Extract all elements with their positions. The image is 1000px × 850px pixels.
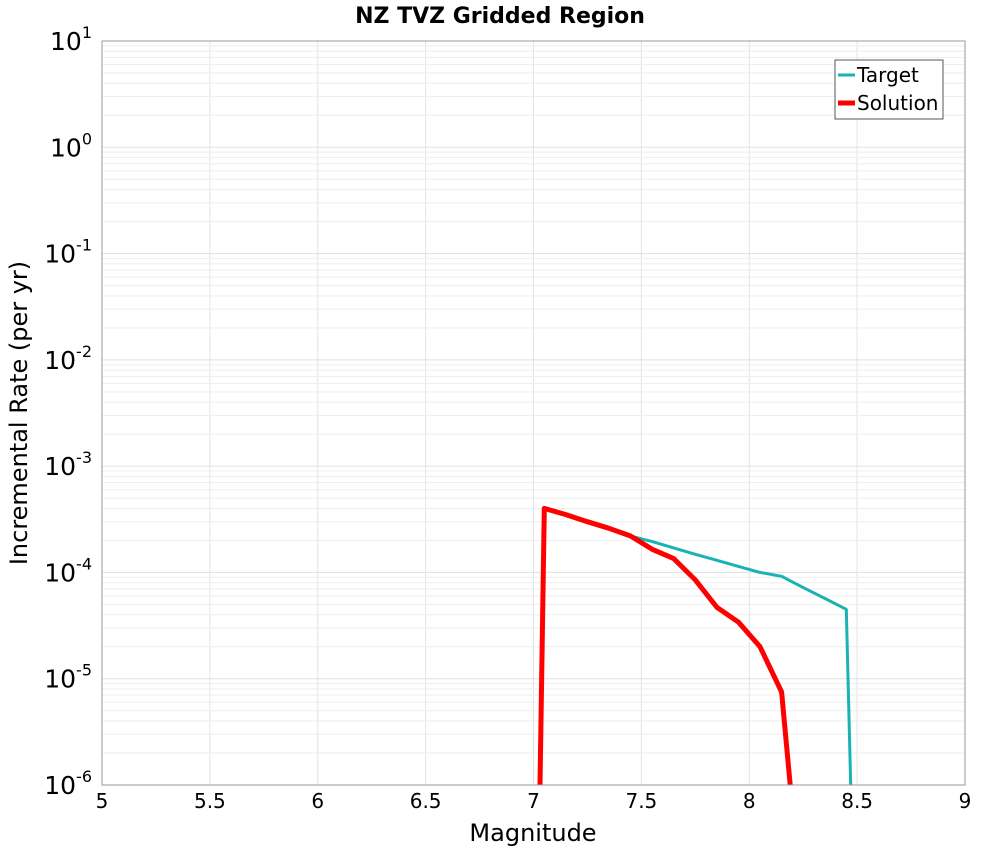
x-tick-label: 7.5 [625, 789, 657, 813]
legend-label-solution: Solution [857, 91, 938, 115]
legend: Target Solution [834, 59, 944, 120]
x-tick-label: 5 [96, 789, 109, 813]
x-tick-label: 6.5 [410, 789, 442, 813]
x-ticks: 5 5.5 6 6.5 7 7.5 8 8.5 9 [96, 789, 972, 813]
legend-box [834, 59, 944, 120]
series-line-solution [537, 505, 793, 786]
grid [101, 41, 966, 786]
y-tick-label: 10-2 [44, 342, 92, 375]
x-tick-label: 5.5 [194, 789, 226, 813]
y-tick-label: 10-3 [44, 448, 92, 481]
x-tick-label: 8 [743, 789, 756, 813]
plot-frame [101, 40, 966, 786]
chart-title: NZ TVZ Gridded Region [355, 4, 645, 29]
x-tick-label: 7 [527, 789, 540, 813]
y-axis-label: Incremental Rate (per yr) [5, 261, 33, 565]
series-layer [537, 505, 853, 786]
legend-label-target: Target [856, 63, 919, 87]
y-tick-label: 100 [50, 129, 92, 162]
y-ticks: 101 100 10-1 10-2 10-3 10-4 10-5 10-6 [44, 23, 92, 800]
x-axis-label: Magnitude [469, 819, 596, 847]
y-tick-label: 10-4 [44, 554, 92, 587]
x-tick-label: 8.5 [841, 789, 873, 813]
x-tick-label: 9 [959, 789, 972, 813]
y-tick-label: 10-6 [44, 767, 92, 800]
y-tick-label: 101 [50, 23, 92, 56]
x-tick-label: 6 [311, 789, 324, 813]
y-tick-label: 10-5 [44, 661, 92, 694]
y-tick-label: 10-1 [44, 236, 92, 269]
